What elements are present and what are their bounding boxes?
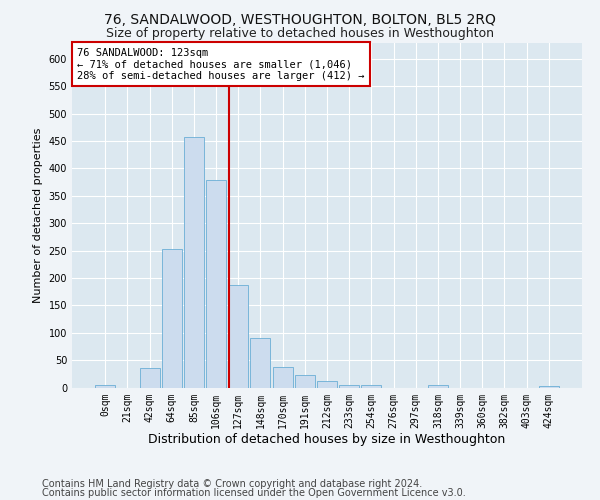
Bar — [539, 386, 559, 388]
Bar — [295, 376, 315, 388]
Bar — [140, 368, 160, 388]
X-axis label: Distribution of detached houses by size in Westhoughton: Distribution of detached houses by size … — [148, 433, 506, 446]
Bar — [162, 249, 182, 388]
Text: Size of property relative to detached houses in Westhoughton: Size of property relative to detached ho… — [106, 28, 494, 40]
Bar — [228, 284, 248, 388]
Bar — [95, 385, 115, 388]
Bar — [272, 367, 293, 388]
Y-axis label: Number of detached properties: Number of detached properties — [33, 128, 43, 302]
Bar — [250, 338, 271, 388]
Bar — [339, 385, 359, 388]
Bar — [184, 137, 204, 388]
Bar — [361, 385, 382, 388]
Bar — [428, 385, 448, 388]
Text: 76 SANDALWOOD: 123sqm
← 71% of detached houses are smaller (1,046)
28% of semi-d: 76 SANDALWOOD: 123sqm ← 71% of detached … — [77, 48, 365, 81]
Text: Contains HM Land Registry data © Crown copyright and database right 2024.: Contains HM Land Registry data © Crown c… — [42, 479, 422, 489]
Bar — [206, 180, 226, 388]
Text: 76, SANDALWOOD, WESTHOUGHTON, BOLTON, BL5 2RQ: 76, SANDALWOOD, WESTHOUGHTON, BOLTON, BL… — [104, 12, 496, 26]
Text: Contains public sector information licensed under the Open Government Licence v3: Contains public sector information licen… — [42, 488, 466, 498]
Bar — [317, 381, 337, 388]
